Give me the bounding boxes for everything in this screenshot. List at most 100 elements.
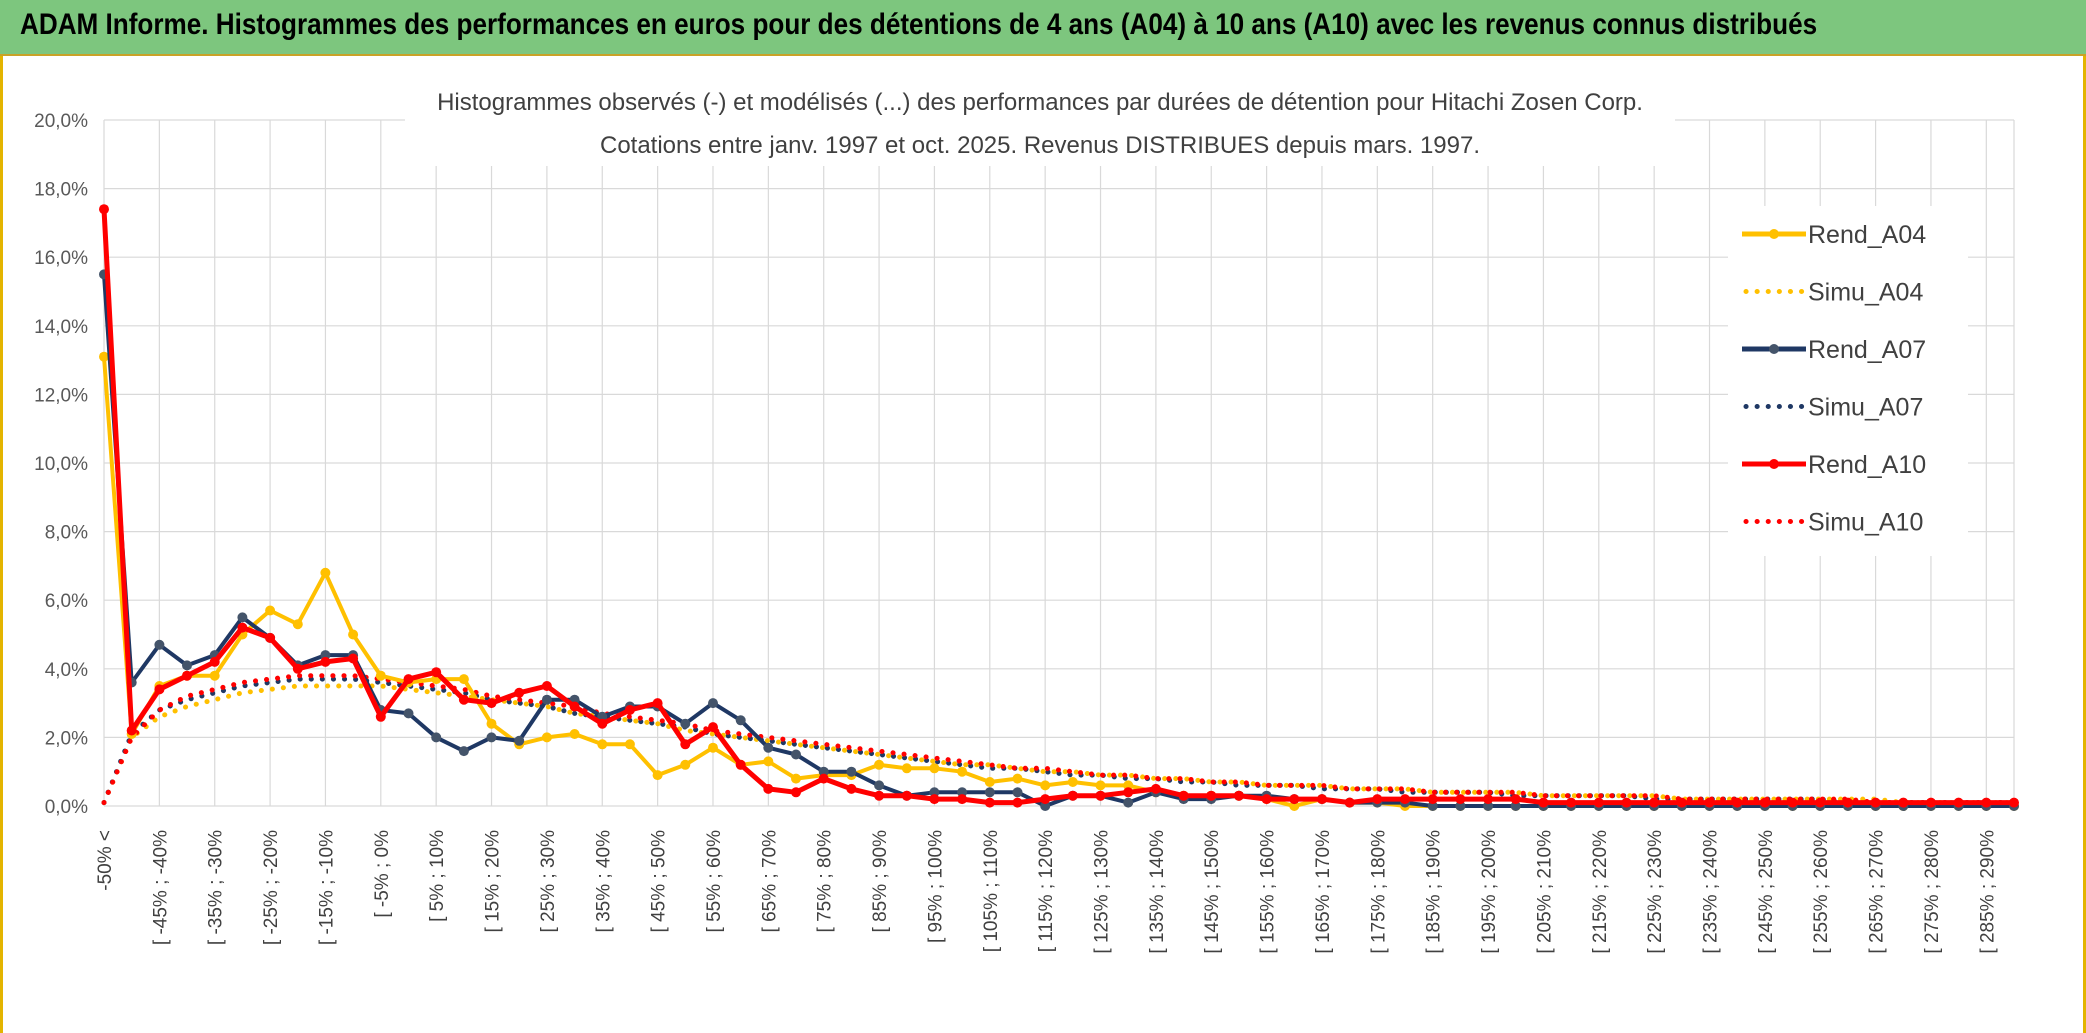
data-point: [1400, 794, 1410, 805]
series-line-simu-a10: [101, 673, 2017, 806]
legend-background: [1728, 206, 1968, 556]
data-point: [680, 759, 691, 770]
data-point: [1455, 801, 1466, 811]
data-point: [1898, 797, 1909, 808]
x-tick-label: [ 125% ; 130%: [1092, 830, 1113, 954]
data-point: [1150, 783, 1161, 794]
series-line-rend-a10: [101, 209, 2014, 806]
data-point: [154, 684, 165, 695]
x-axis: -50% < [ -45% ; -40% [ -35% ; -30% [ -25% ;…: [95, 830, 1998, 954]
data-point: [735, 715, 746, 726]
data-point: [320, 656, 331, 667]
legend-label: Rend_A04: [1808, 221, 1926, 249]
legend-label: Simu_A04: [1808, 279, 1923, 307]
data-point: [486, 718, 497, 729]
x-tick-label: [ 65% ; 70%: [759, 830, 780, 933]
data-point: [1372, 794, 1383, 805]
data-point: [1095, 790, 1106, 801]
series-simu-a07: [101, 676, 2017, 806]
x-tick-label: -50% <: [95, 830, 116, 891]
data-point: [348, 653, 359, 664]
data-point: [1621, 797, 1632, 808]
data-point: [708, 722, 718, 733]
data-point: [403, 674, 414, 685]
data-point: [818, 773, 829, 784]
x-tick-label: [ 195% ; 200%: [1479, 830, 1500, 954]
x-tick-label: [ 285% ; 290%: [1977, 830, 1998, 954]
data-point: [652, 698, 663, 709]
data-point: [624, 739, 635, 750]
chart-frame: [0, 56, 2086, 1033]
data-point: [99, 204, 109, 215]
legend-item-rend-a04: Rend_A04: [1742, 221, 1926, 249]
data-point: [957, 794, 968, 805]
data-point: [1455, 794, 1466, 805]
x-tick-label: [ 95% ; 100%: [925, 830, 946, 943]
data-point: [846, 783, 857, 794]
data-point: [99, 351, 109, 362]
legend: Rend_A04 Simu_A04 Rend_A07 Simu_A07 Rend_A10…: [1728, 206, 1968, 556]
data-point: [1981, 797, 1992, 808]
legend-item-simu-a07: Simu_A07: [1743, 394, 1923, 422]
data-point: [1815, 797, 1826, 808]
data-point: [624, 705, 635, 715]
x-tick-label: [ 275% ; 280%: [1922, 830, 1943, 954]
x-tick-label: [ 255% ; 260%: [1811, 830, 1832, 954]
data-point: [1261, 794, 1272, 805]
data-point: [1206, 790, 1217, 801]
legend-marker: [1769, 459, 1779, 469]
x-tick-label: [ 265% ; 270%: [1867, 830, 1888, 954]
data-point: [458, 674, 469, 685]
legend-marker: [1769, 229, 1779, 239]
x-tick-label: [ 225% ; 230%: [1645, 830, 1666, 954]
y-tick-label: 14,0%: [34, 317, 88, 338]
data-point: [541, 681, 552, 691]
report-banner: ADAM Informe. Histogrammes des performan…: [0, 0, 2086, 56]
data-point: [2009, 797, 2019, 808]
data-point: [1289, 794, 1300, 805]
data-point: [735, 759, 746, 770]
x-tick-label: [ -5% ; 0%: [372, 830, 393, 918]
data-point: [680, 739, 691, 750]
data-point: [1926, 797, 1936, 808]
legend-item-rend-a07: Rend_A07: [1742, 336, 1926, 364]
data-point: [1012, 773, 1023, 784]
data-point: [292, 663, 303, 674]
data-point: [1842, 797, 1853, 808]
x-tick-label: [ -45% ; -40%: [150, 830, 171, 945]
y-tick-label: 0,0%: [45, 797, 88, 818]
data-point: [1510, 794, 1521, 805]
legend-item-rend-a10: Rend_A10: [1742, 451, 1926, 479]
data-point: [126, 725, 137, 736]
data-point: [182, 670, 192, 681]
x-tick-label: [ -25% ; -20%: [261, 830, 282, 945]
data-point: [154, 639, 165, 650]
data-point: [1012, 787, 1023, 798]
y-tick-label: 4,0%: [45, 660, 88, 681]
data-point: [375, 711, 386, 722]
data-point: [209, 656, 220, 667]
series-lines: [99, 204, 2019, 811]
data-point: [1123, 780, 1134, 791]
data-point: [791, 787, 801, 798]
data-point: [541, 732, 552, 743]
data-point: [1483, 801, 1494, 811]
x-tick-label: [ 175% ; 180%: [1368, 830, 1389, 954]
data-point: [209, 670, 220, 681]
y-tick-label: 12,0%: [34, 385, 88, 406]
y-tick-label: 6,0%: [45, 591, 88, 612]
data-point: [929, 794, 940, 805]
x-tick-label: [ 155% ; 160%: [1258, 830, 1279, 954]
x-tick-label: [ 135% ; 140%: [1147, 830, 1168, 954]
data-point: [1953, 797, 1964, 808]
data-point: [265, 605, 276, 616]
data-point: [348, 629, 359, 640]
data-point: [597, 718, 608, 729]
data-point: [1178, 790, 1189, 801]
x-tick-label: [ 205% ; 210%: [1534, 830, 1555, 954]
data-point: [486, 732, 497, 743]
data-point: [237, 612, 248, 623]
data-point: [791, 773, 801, 784]
data-point: [569, 701, 580, 712]
